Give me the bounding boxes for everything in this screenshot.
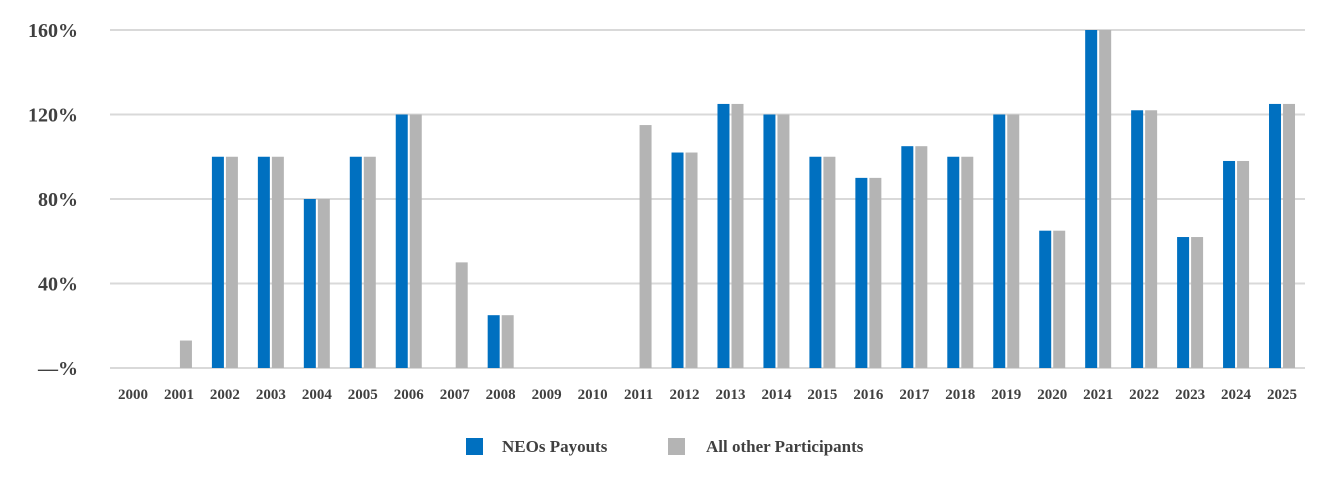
x-tick-label: 2011 — [624, 387, 653, 403]
bar-neos-payouts-2020 — [1039, 230, 1052, 368]
bar-all-other-participants-2016 — [869, 177, 882, 368]
y-tick-label: —% — [37, 358, 78, 380]
x-tick-label: 2021 — [1083, 387, 1113, 403]
bar-neos-payouts-2008 — [487, 315, 500, 368]
bar-neos-payouts-2024 — [1223, 160, 1236, 368]
bar-all-other-participants-2001 — [179, 340, 192, 368]
bar-all-other-participants-2002 — [225, 156, 238, 368]
bar-neos-payouts-2023 — [1177, 237, 1190, 368]
x-tick-label: 2010 — [578, 387, 608, 403]
y-tick-label: 120% — [28, 105, 78, 127]
bar-neos-payouts-2014 — [763, 114, 776, 368]
bar-all-other-participants-2020 — [1053, 230, 1066, 368]
bar-all-other-participants-2024 — [1237, 160, 1250, 368]
y-axis-labels: —% 40% 80% 120% 160% — [28, 20, 78, 380]
bars — [179, 30, 1296, 369]
x-tick-label: 2008 — [486, 387, 516, 403]
x-tick-label: 2022 — [1129, 387, 1159, 403]
bar-neos-payouts-2022 — [1131, 110, 1144, 369]
bar-neos-payouts-2025 — [1269, 103, 1282, 368]
bar-neos-payouts-2021 — [1085, 30, 1098, 368]
bar-all-other-participants-2023 — [1191, 237, 1204, 368]
bar-neos-payouts-2004 — [303, 199, 316, 368]
bar-neos-payouts-2015 — [809, 156, 822, 368]
bar-neos-payouts-2005 — [349, 156, 362, 368]
x-tick-label: 2006 — [394, 387, 425, 403]
bar-neos-payouts-2017 — [901, 146, 914, 368]
legend-swatch-all-other-participants — [668, 438, 685, 455]
bar-all-other-participants-2012 — [685, 152, 698, 368]
bar-neos-payouts-2006 — [395, 114, 408, 368]
x-tick-label: 2002 — [210, 387, 240, 403]
x-tick-label: 2009 — [532, 387, 562, 403]
x-tick-label: 2000 — [118, 387, 148, 403]
legend-label-all-other-participants: All other Participants — [706, 437, 864, 456]
bar-all-other-participants-2025 — [1283, 103, 1296, 368]
bar-neos-payouts-2002 — [211, 156, 224, 368]
bar-neos-payouts-2018 — [947, 156, 960, 368]
y-tick-label: 40% — [38, 274, 78, 296]
x-tick-label: 2004 — [302, 387, 333, 403]
x-tick-label: 2025 — [1267, 387, 1297, 403]
bar-all-other-participants-2005 — [363, 156, 376, 368]
bar-all-other-participants-2003 — [271, 156, 284, 368]
x-tick-label: 2005 — [348, 387, 378, 403]
bar-neos-payouts-2013 — [717, 103, 730, 368]
x-tick-label: 2003 — [256, 387, 286, 403]
bar-all-other-participants-2011 — [639, 125, 652, 368]
bar-neos-payouts-2003 — [257, 156, 270, 368]
bar-all-other-participants-2018 — [961, 156, 974, 368]
x-tick-label: 2012 — [670, 387, 700, 403]
y-tick-label: 80% — [38, 189, 78, 211]
bar-all-other-participants-2021 — [1099, 30, 1112, 368]
bar-all-other-participants-2004 — [317, 199, 330, 368]
x-tick-label: 2001 — [164, 387, 194, 403]
bar-all-other-participants-2013 — [731, 103, 744, 368]
x-tick-label: 2024 — [1221, 387, 1252, 403]
x-tick-label: 2020 — [1037, 387, 1067, 403]
legend-label-neos-payouts: NEOs Payouts — [502, 437, 608, 456]
x-tick-label: 2013 — [715, 387, 745, 403]
bar-all-other-participants-2015 — [823, 156, 836, 368]
bar-all-other-participants-2019 — [1007, 114, 1020, 368]
gridlines — [110, 29, 1305, 369]
bar-all-other-participants-2006 — [409, 114, 422, 368]
x-tick-label: 2018 — [945, 387, 975, 403]
x-tick-label: 2023 — [1175, 387, 1205, 403]
bar-all-other-participants-2008 — [501, 315, 514, 368]
bar-all-other-participants-2007 — [455, 262, 468, 368]
x-axis-labels: 2000 2001 2002 2003 2004 2005 2006 2007 2008 2009… — [118, 387, 1297, 403]
legend: NEOs Payouts All other Participants — [466, 437, 864, 456]
x-tick-label: 2015 — [807, 387, 837, 403]
x-tick-label: 2007 — [440, 387, 471, 403]
x-tick-label: 2014 — [761, 387, 792, 403]
x-tick-label: 2017 — [899, 387, 930, 403]
bar-neos-payouts-2016 — [855, 177, 868, 368]
y-tick-label: 160% — [28, 20, 78, 42]
bar-neos-payouts-2012 — [671, 152, 684, 368]
legend-swatch-neos-payouts — [466, 438, 483, 455]
x-tick-label: 2016 — [853, 387, 884, 403]
x-tick-label: 2019 — [991, 387, 1021, 403]
bar-all-other-participants-2022 — [1145, 110, 1158, 369]
bar-all-other-participants-2017 — [915, 146, 928, 368]
bar-neos-payouts-2019 — [993, 114, 1006, 368]
bar-all-other-participants-2014 — [777, 114, 790, 368]
